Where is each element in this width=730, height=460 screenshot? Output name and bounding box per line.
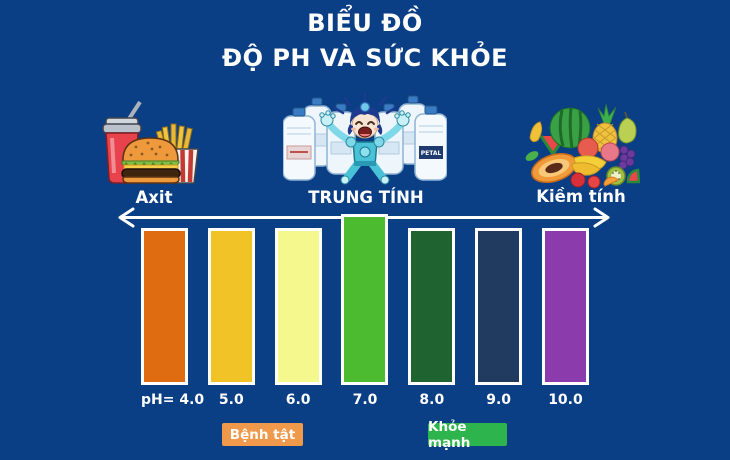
alkaline-zone-label: Kiềm tính [536, 187, 626, 206]
ph-value-label: 10.0 [548, 392, 583, 408]
ph-value-label: 6.0 [285, 392, 311, 408]
ph-value-labels: pH= 4.0 5.0 6.0 7.0 8.0 9.0 10.0 [141, 392, 589, 408]
ph-bar [475, 228, 523, 385]
ph-bar [541, 228, 589, 385]
ph-bar [274, 228, 322, 385]
neutral-zone-label: TRUNG TÍNH [308, 188, 424, 207]
ph-bar [141, 228, 188, 385]
ph-value-label: 5.0 [218, 392, 244, 408]
ph-value-label: 8.0 [419, 392, 445, 408]
fast-food-icon [102, 100, 199, 184]
fruits-icon [525, 104, 640, 189]
acid-zone-label: Axit [135, 188, 173, 207]
healthy-badge: Khỏe mạnh [428, 419, 507, 451]
page-title-line2: ĐỘ PH VÀ SỨC KHỎE [221, 44, 509, 72]
ph-bar-chart [141, 214, 589, 385]
disease-badge: Bệnh tật [222, 423, 303, 446]
ph-bar-neutral [341, 214, 389, 385]
page-title: BIỂU ĐỒ ĐỘ PH VÀ SỨC KHỎE [0, 6, 730, 76]
water-bottles-icon: PETAL [283, 92, 447, 185]
bottle-brand-label: PETAL [421, 150, 442, 157]
cheering-character-icon [319, 92, 411, 185]
ph-value-label: 7.0 [352, 392, 378, 408]
page-title-line1: BIỂU ĐỒ [307, 9, 423, 37]
ph-bar [207, 228, 255, 385]
ph-value-label: pH= 4.0 [141, 392, 205, 408]
ph-value-label: 9.0 [486, 392, 512, 408]
ph-bar [408, 228, 456, 385]
